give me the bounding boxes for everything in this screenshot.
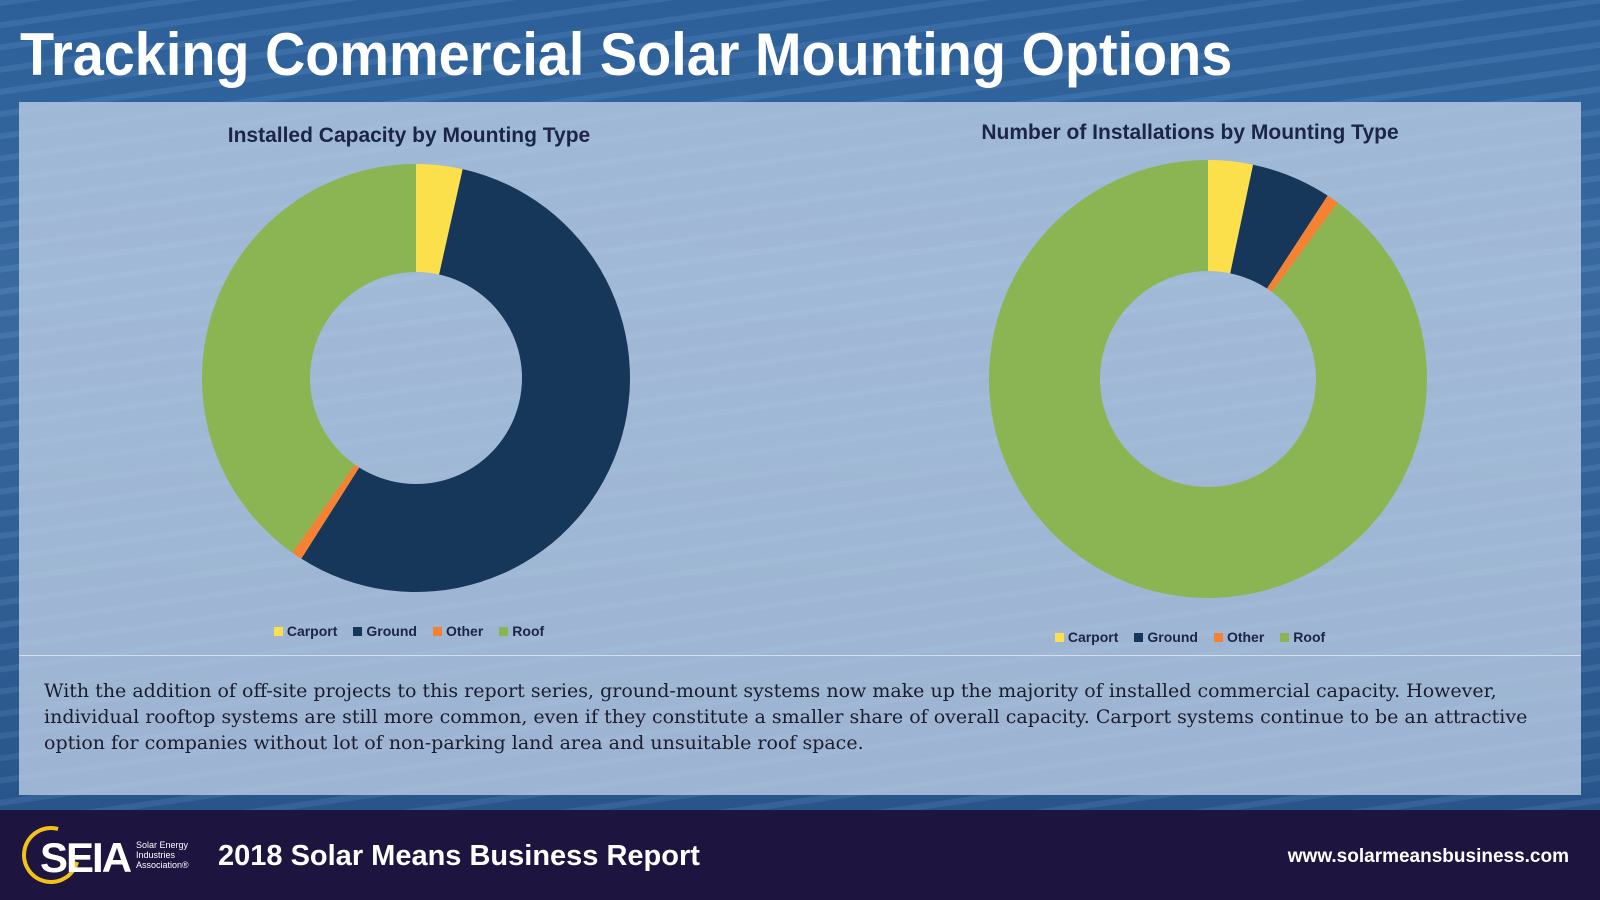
legend-item-carport: Carport [273, 623, 338, 639]
legend-swatch-other [432, 626, 442, 636]
chart-legend: Carport Ground Other Roof [799, 629, 1581, 645]
legend-swatch-carport [1054, 632, 1064, 642]
description-text: With the addition of off-site projects t… [44, 680, 1528, 754]
logo-subtext: Solar Energy Industries Association® [136, 840, 189, 870]
donut-slice-carport [1208, 160, 1254, 274]
chart-title: Installed Capacity by Mounting Type [227, 124, 591, 147]
seia-logo: SEIA Solar Energy Industries Association… [11, 815, 222, 895]
donut-slice-other [292, 464, 360, 559]
donut-slice-ground [301, 169, 631, 592]
legend-swatch-other [1213, 632, 1223, 642]
donut-slice-ground [1230, 164, 1328, 289]
donut-slice-other [1267, 195, 1338, 293]
legend-item-ground: Ground [353, 623, 417, 639]
donut-slice-carport [416, 164, 463, 275]
legend-swatch-carport [273, 626, 283, 636]
legend-item-roof: Roof [1280, 629, 1325, 645]
legend-item-roof: Roof [499, 623, 544, 639]
legend-swatch-ground [1134, 632, 1144, 642]
website-link[interactable]: www.solarmeansbusiness.com [1287, 846, 1569, 867]
legend-label: Other [1226, 629, 1265, 645]
legend-swatch-ground [353, 626, 363, 636]
content-panel: Installed Capacity by Mounting Type Carp… [19, 102, 1581, 795]
installed-capacity-chart: Installed Capacity by Mounting Type Carp… [19, 102, 799, 657]
legend-label: Carport [286, 623, 338, 639]
legend-item-ground: Ground [1134, 629, 1198, 645]
legend-swatch-roof [1280, 632, 1290, 642]
installations-count-chart: Number of Installations by Mounting Type… [799, 102, 1581, 657]
legend-item-carport: Carport [1054, 629, 1119, 645]
legend-label: Ground [1147, 629, 1198, 645]
legend-swatch-roof [499, 626, 509, 636]
donut-slice-roof [202, 164, 416, 553]
footer: SEIA Solar Energy Industries Association… [0, 810, 1600, 900]
legend-item-other: Other [1213, 629, 1265, 645]
chart-legend: Carport Ground Other Roof [19, 623, 799, 639]
legend-label: Carport [1067, 629, 1119, 645]
donut-slice-roof [989, 160, 1427, 598]
logo-wordmark: SEIA [40, 834, 132, 881]
legend-label: Roof [512, 623, 545, 639]
report-title: 2018 Solar Means Business Report [218, 840, 700, 872]
legend-label: Other [445, 623, 484, 639]
divider [19, 655, 1581, 656]
legend-label: Roof [1293, 629, 1326, 645]
legend-item-other: Other [432, 623, 484, 639]
installed-capacity-donut [202, 164, 631, 592]
page-title: Tracking Commercial Solar Mounting Optio… [20, 21, 1233, 88]
legend-label: Ground [366, 623, 417, 639]
chart-title: Number of Installations by Mounting Type [981, 121, 1399, 144]
installations-count-donut [989, 160, 1427, 598]
